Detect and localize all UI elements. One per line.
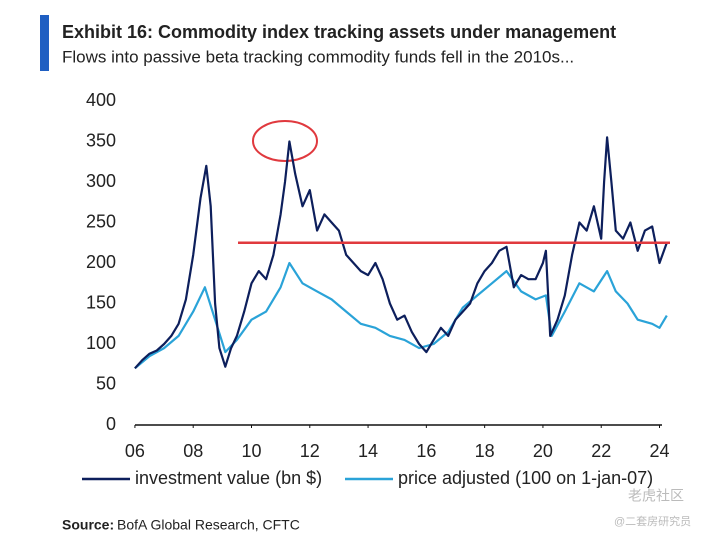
y-tick-label: 250 [86, 211, 116, 231]
y-tick-label: 350 [86, 130, 116, 150]
x-tick-label: 16 [416, 441, 436, 461]
watermark: 老虎社区 [628, 488, 684, 504]
x-tick-label: 08 [183, 441, 203, 461]
y-tick-label: 0 [106, 414, 116, 434]
x-tick-label: 14 [358, 441, 378, 461]
chart-title: Exhibit 16: Commodity index tracking ass… [62, 22, 616, 42]
y-tick-label: 150 [86, 292, 116, 312]
source: BofA Global Research, CFTC [117, 517, 300, 533]
y-tick-label: 200 [86, 252, 116, 272]
legend-label: investment value (bn $) [135, 468, 322, 488]
x-tick-label: 10 [241, 441, 261, 461]
y-tick-label: 400 [86, 90, 116, 110]
y-tick-label: 100 [86, 333, 116, 353]
highlight-ellipse [252, 120, 318, 162]
legend-label: price adjusted (100 on 1-jan-07) [398, 468, 653, 488]
watermark: @二套房研究员 [614, 514, 691, 528]
y-tick-label: 300 [86, 171, 116, 191]
series-line [134, 136, 668, 370]
x-tick-label: 18 [475, 441, 495, 461]
chart-subtitle: Flows into passive beta tracking commodi… [62, 47, 574, 66]
x-tick-label: 12 [300, 441, 320, 461]
series-line [134, 261, 668, 370]
x-tick-label: 06 [125, 441, 145, 461]
source-label: Source: [62, 517, 114, 533]
x-tick-label: 22 [591, 441, 611, 461]
x-tick-label: 24 [649, 441, 669, 461]
x-tick-label: 20 [533, 441, 553, 461]
y-tick-label: 50 [96, 373, 116, 393]
title-bar [40, 15, 49, 71]
